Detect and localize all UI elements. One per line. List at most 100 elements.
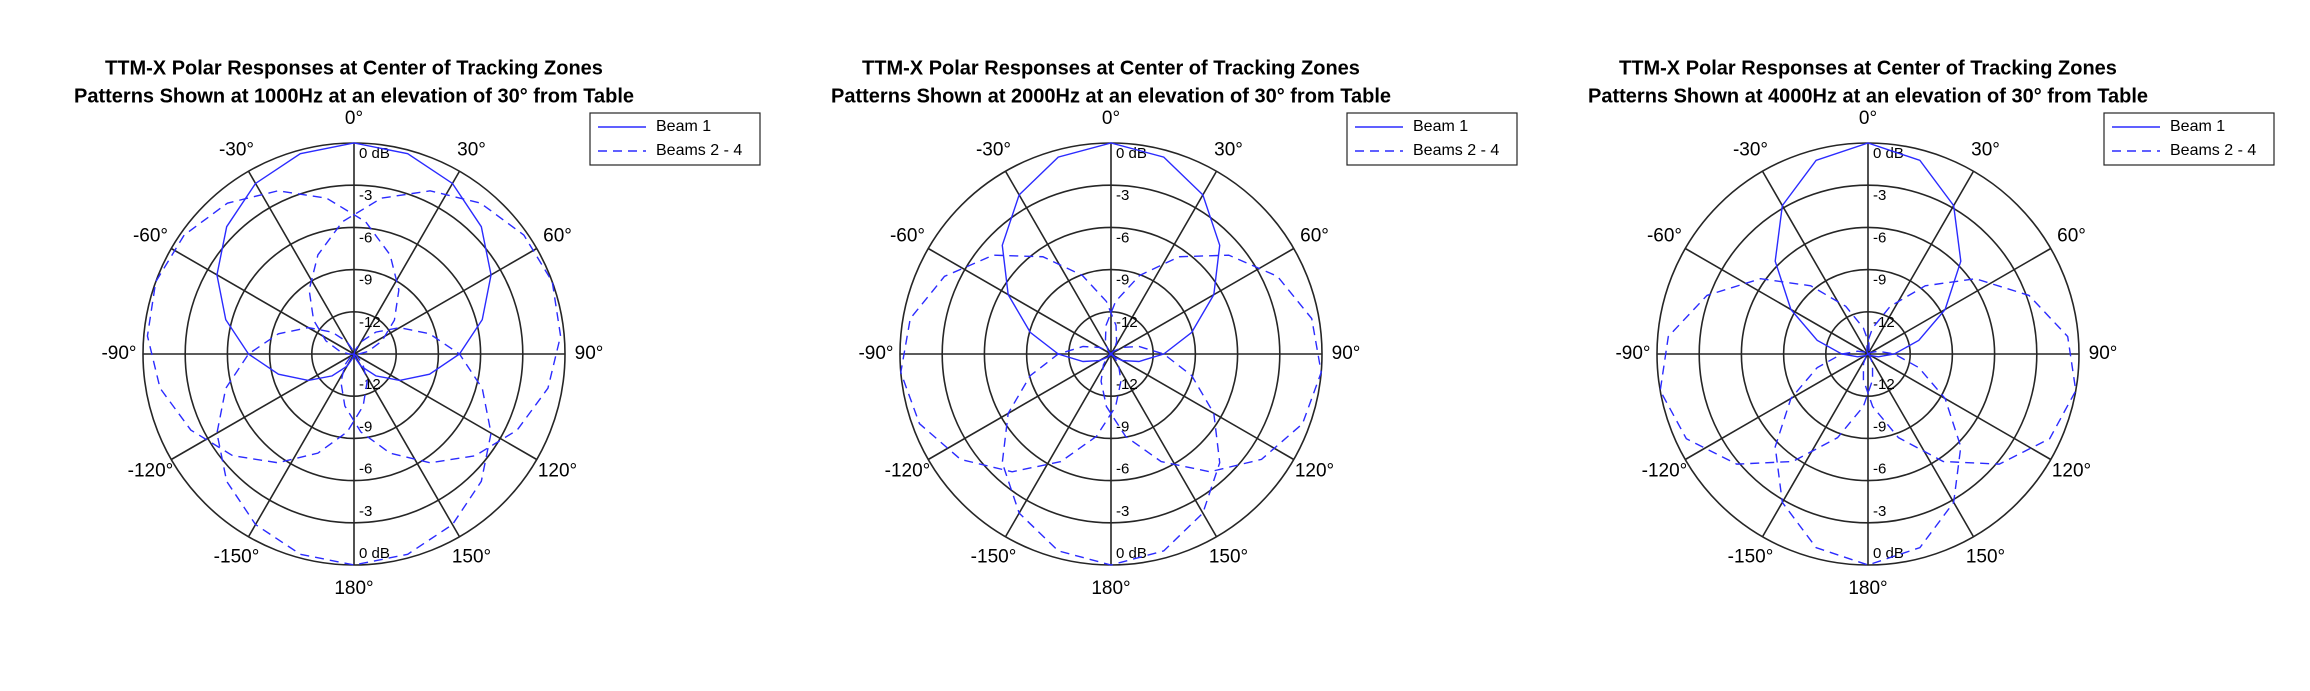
grid-spoke	[1684, 353, 1869, 461]
theta-tick-label: 180°	[1091, 578, 1130, 599]
r-tick-label: 0 dB	[359, 545, 390, 562]
grid-spoke	[1110, 170, 1218, 355]
legend-box	[1346, 112, 1518, 166]
r-tick-label: 0 dB	[1873, 545, 1904, 562]
r-tick-label: -12	[1116, 314, 1138, 331]
r-tick-label: -6	[1116, 229, 1129, 246]
r-tick-label: -12	[1873, 314, 1895, 331]
r-tick-label: -12	[1873, 376, 1895, 393]
grid-spoke	[1761, 353, 1869, 538]
theta-tick-label: 60°	[2057, 226, 2086, 247]
grid-spoke	[1004, 170, 1112, 355]
theta-tick-label: -120°	[1642, 461, 1688, 482]
theta-tick-label: -90°	[101, 343, 136, 364]
legend: Beam 1 Beams 2 - 4	[589, 112, 761, 166]
grid-spoke	[1867, 170, 1975, 355]
theta-tick-label: 120°	[538, 461, 577, 482]
theta-tick-label: 0°	[345, 108, 363, 129]
r-tick-label: -9	[1873, 418, 1886, 435]
grid-spoke	[1867, 353, 1975, 538]
grid-spoke	[353, 247, 538, 355]
series-line	[1001, 142, 1221, 363]
grid-spoke	[170, 353, 355, 461]
theta-tick-label: 30°	[1214, 139, 1243, 160]
legend-label: Beam 1	[656, 118, 711, 135]
r-tick-label: -3	[1873, 187, 1886, 204]
r-tick-label: -6	[359, 461, 372, 478]
grid-spoke	[1867, 353, 2052, 461]
chart-subtitle: Patterns Shown at 2000Hz at an elevation…	[831, 85, 1391, 107]
r-tick-label: -3	[1116, 187, 1129, 204]
grid-spoke	[353, 353, 538, 461]
grid-spoke	[927, 353, 1112, 461]
r-tick-label: -12	[359, 376, 381, 393]
theta-tick-label: 0°	[1102, 108, 1120, 129]
theta-tick-label: -120°	[885, 461, 931, 482]
theta-tick-label: -150°	[971, 547, 1017, 568]
r-tick-label: -12	[1116, 376, 1138, 393]
theta-tick-label: -120°	[128, 461, 174, 482]
theta-tick-label: 60°	[1300, 226, 1329, 247]
theta-tick-label: 180°	[334, 578, 373, 599]
r-tick-label: -3	[1873, 503, 1886, 520]
r-tick-label: 0 dB	[1873, 145, 1904, 162]
theta-tick-label: 60°	[543, 226, 572, 247]
grid-spoke	[170, 247, 355, 355]
legend-label: Beam 1	[1413, 118, 1468, 135]
chart-title: TTM-X Polar Responses at Center of Track…	[105, 57, 603, 79]
theta-tick-label: 150°	[1209, 547, 1248, 568]
chart-subtitle: Patterns Shown at 4000Hz at an elevation…	[1588, 85, 2148, 107]
r-tick-label: 0 dB	[1116, 145, 1147, 162]
theta-tick-label: -60°	[133, 226, 168, 247]
r-tick-label: -9	[1116, 418, 1129, 435]
grid-spoke	[1110, 353, 1295, 461]
r-tick-label: -12	[359, 314, 381, 331]
theta-tick-label: -60°	[1647, 226, 1682, 247]
theta-tick-label: -30°	[976, 139, 1011, 160]
polar-chart: TTM-X Polar Responses at Center of Track…	[831, 57, 1518, 599]
series-line	[900, 254, 1322, 566]
theta-tick-label: -150°	[1728, 547, 1774, 568]
theta-tick-label: 0°	[1859, 108, 1877, 129]
grid-spoke	[1004, 353, 1112, 538]
theta-tick-label: -90°	[858, 343, 893, 364]
theta-tick-label: 180°	[1848, 578, 1887, 599]
r-tick-label: -3	[1116, 503, 1129, 520]
grid-spoke	[353, 353, 461, 538]
series-line	[146, 190, 562, 566]
chart-subtitle: Patterns Shown at 1000Hz at an elevation…	[74, 85, 634, 107]
series-line	[1659, 278, 2077, 566]
grid-spoke	[1761, 170, 1869, 355]
r-tick-label: -6	[1873, 229, 1886, 246]
theta-tick-label: 150°	[1966, 547, 2005, 568]
legend-label: Beams 2 - 4	[1413, 142, 1499, 159]
grid-spoke	[1110, 353, 1218, 538]
grid-spoke	[1684, 247, 1869, 355]
legend-label: Beams 2 - 4	[656, 142, 742, 159]
grid-spoke	[247, 170, 355, 355]
r-tick-label: -6	[1116, 461, 1129, 478]
theta-tick-label: 90°	[575, 343, 604, 364]
r-tick-label: -6	[1873, 461, 1886, 478]
theta-tick-label: 30°	[1971, 139, 2000, 160]
series-line	[216, 142, 492, 382]
polar-chart: TTM-X Polar Responses at Center of Track…	[74, 57, 761, 599]
r-tick-label: -3	[359, 187, 372, 204]
grid-spoke	[353, 170, 461, 355]
legend-label: Beams 2 - 4	[2170, 142, 2256, 159]
grid-spoke	[247, 353, 355, 538]
r-tick-label: -9	[359, 418, 372, 435]
r-tick-label: 0 dB	[1116, 545, 1147, 562]
legend-box	[589, 112, 761, 166]
legend: Beam 1 Beams 2 - 4	[1346, 112, 1518, 166]
chart-title: TTM-X Polar Responses at Center of Track…	[862, 57, 1360, 79]
legend: Beam 1 Beams 2 - 4	[2103, 112, 2275, 166]
r-tick-label: -6	[359, 229, 372, 246]
theta-tick-label: 120°	[1295, 461, 1334, 482]
grid-spoke	[1110, 247, 1295, 355]
theta-tick-label: 150°	[452, 547, 491, 568]
r-tick-label: -3	[359, 503, 372, 520]
theta-tick-label: 120°	[2052, 461, 2091, 482]
r-tick-label: -9	[359, 272, 372, 289]
